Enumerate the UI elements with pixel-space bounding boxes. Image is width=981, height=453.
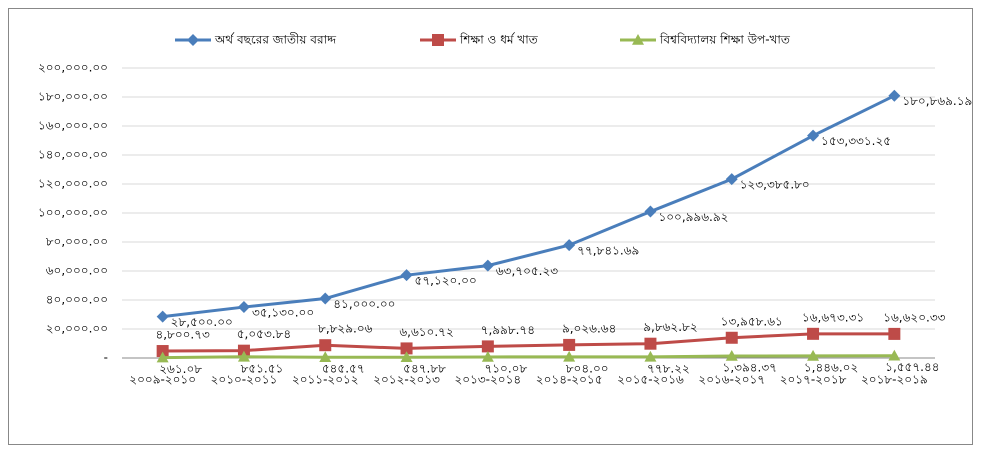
marker [888,327,901,340]
y-tick-label: ১৮০,০০০.০০ [38,90,108,104]
marker [725,331,738,344]
chart-frame [8,8,973,445]
marker [319,351,332,363]
data-label: ১,৫৫৭.৪৪ [885,360,939,374]
marker [563,350,576,362]
marker [888,349,901,361]
x-tick-label: ২০১৫-২০১৬ [617,373,684,387]
data-label: ৯,৮৬২.৮২ [643,320,697,334]
data-label: ৮,৮২৯.০৬ [318,322,373,336]
y-tick-label: ১৬০,০০০.০০ [38,119,108,133]
data-label: ৭৭৮.২২ [647,361,690,375]
series-line [162,94,896,319]
data-label: ৯,০২৬.৬৪ [562,321,616,335]
legend-marker [632,34,644,45]
legend-marker [432,34,444,46]
marker [725,173,738,186]
data-label: ৫,০৫৩.৮৪ [237,327,291,341]
data-label: ১৬,৬৭৩.৩১ [802,310,864,324]
marker [481,340,494,353]
data-label: ৫৪৫.৫৭ [322,362,365,376]
marker [237,301,250,314]
marker [237,344,250,357]
x-tick-label: ২০১৪-২০১৫ [536,373,603,387]
y-tick-label: ৪০,০০০.০০ [46,293,108,307]
marker [888,89,901,102]
y-tick-label: ৬০,০০০.০০ [46,264,108,278]
marker [156,345,169,358]
y-tick-label: ২০,০০০.০০ [46,322,108,336]
data-label: ৩৫,১৩০.০০ [252,306,314,320]
x-tick-label: ২০১০-২০১১ [211,373,278,387]
legend-label: শিক্ষা ও ধর্ম খাত [459,33,539,47]
data-label: ৭,৯৯৮.৭৪ [481,323,535,337]
marker [725,349,738,361]
marker [481,259,494,272]
marker [237,350,250,362]
y-tick-label: ২০০,০০০.০০ [38,61,108,75]
marker [156,310,169,323]
x-tick-label: ২০১১-২০১২ [292,373,359,387]
data-label: ৮৫১.৫১ [241,361,284,375]
x-tick-label: ২০১৩-২০১৪ [454,373,521,387]
marker [644,350,657,362]
data-label: ১০০,৯৯৬.৯২ [658,210,728,224]
data-label: ৭১০.০৮ [484,361,527,375]
x-tick-label: ২০১৭-২০১৮ [780,373,847,387]
data-label: ৭৭,৮৪১.৬৯ [577,244,639,258]
marker [807,327,820,340]
marker [319,292,332,305]
marker [644,337,657,350]
y-tick-label: ১২০,০০০.০০ [38,177,108,191]
data-label: ১২৩,৩৮৫.৮০ [740,178,810,192]
marker [807,349,820,361]
marker [156,351,169,363]
data-label: ৬,৬১০.৭২ [399,325,453,339]
marker [644,205,657,218]
legend-label: অর্থ বছরের জাতীয় বরাদ্দ [214,33,337,47]
marker [563,338,576,351]
marker [400,269,413,282]
marker [319,339,332,352]
series-line [162,354,895,360]
data-label: ২৮,৫০০.০০ [171,315,233,329]
marker [400,342,413,355]
x-tick-label: ২০১২-২০১৩ [373,373,440,387]
marker [481,350,494,362]
data-label: ৫৪৭.৮৮ [403,362,446,376]
x-tick-label: ২০১৮-২০১৯ [861,373,928,387]
data-label: ৫৭,১২০.০০ [415,274,477,288]
y-tick-label: ৮০,০০০.০০ [46,235,108,249]
data-label: ৪১,০০০.০০ [333,297,395,311]
y-tick-label: - [104,351,108,365]
data-label: ১৮০,৮৬৯.১৯ [902,94,972,108]
data-label: ১৫৩,৩৩১.২৫ [821,134,891,148]
x-tick-label: ২০১৬-২০১৭ [698,373,765,387]
marker [563,239,576,252]
x-tick-label: ২০০৯-২০১০ [129,373,196,387]
y-tick-label: ১৪০,০০০.০০ [38,148,108,162]
y-tick-label: ১০০,০০০.০০ [38,206,108,220]
data-label: ২৬১.০৮ [159,362,202,376]
data-label: ৪,৮০০.৭৩ [155,328,210,342]
series-line [162,332,895,353]
data-label: ৬৩,৭০৫.২৩ [496,264,558,278]
data-label: ৮০৪.০০ [566,361,609,375]
data-label: ১৩,৯৫৮.৬১ [721,314,783,328]
legend-label: বিশ্ববিদ্যালয় শিক্ষা উপ-খাত [659,33,791,47]
legend-marker [187,34,199,46]
marker [400,351,413,363]
data-label: ১,৩৯৪.৩৭ [723,360,777,374]
data-label: ১৬,৬২০.৩৩ [883,310,945,324]
data-label: ১,৪৪৬.০২ [804,360,858,374]
marker [807,129,820,142]
